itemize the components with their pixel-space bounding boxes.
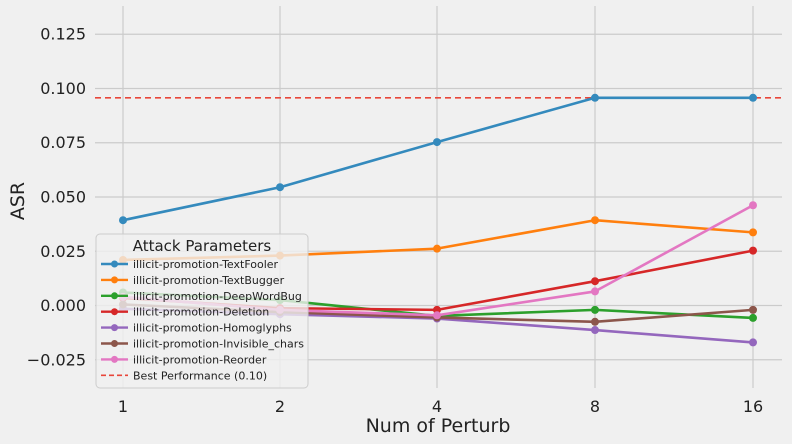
legend-entry-0: illicit-promotion-TextFooler bbox=[101, 258, 279, 271]
x-tick-label-2: 4 bbox=[432, 397, 442, 416]
legend-marker-1 bbox=[111, 276, 118, 284]
series-0-point-4 bbox=[749, 93, 757, 102]
legend-entry-7: Best Performance (0.10) bbox=[101, 369, 267, 382]
legend-title: Attack Parameters bbox=[133, 237, 272, 255]
legend: Attack Parameters illicit-promotion-Text… bbox=[95, 233, 309, 389]
x-tick-label-0: 1 bbox=[118, 397, 128, 416]
legend-label-3: illicit-promotion-Deletion bbox=[133, 306, 269, 319]
legend-marker-0 bbox=[111, 260, 118, 268]
series-line-0 bbox=[122, 96, 753, 222]
series-5-point-3 bbox=[591, 317, 599, 326]
series-0-point-0 bbox=[119, 216, 127, 225]
y-tick-label-5: 0.100 bbox=[40, 79, 86, 98]
series-6-point-3 bbox=[591, 287, 599, 296]
series-1-point-3 bbox=[591, 216, 599, 225]
x-axis-label: Num of Perturb bbox=[366, 415, 511, 437]
legend-entry-4: illicit-promotion-Homoglyphs bbox=[101, 322, 292, 335]
legend-entry-1: illicit-promotion-TextBugger bbox=[101, 274, 285, 287]
x-tick-label-3: 8 bbox=[590, 397, 600, 416]
series-5-point-4 bbox=[749, 305, 757, 314]
legend-label-5: illicit-promotion-Invisible_chars bbox=[133, 338, 304, 351]
y-axis-label: ASR bbox=[7, 182, 29, 220]
series-0-point-3 bbox=[591, 93, 599, 102]
legend-entry-5: illicit-promotion-Invisible_chars bbox=[101, 338, 304, 351]
legend-marker-3 bbox=[111, 308, 118, 316]
series-2-point-3 bbox=[591, 305, 599, 314]
legend-label-1: illicit-promotion-TextBugger bbox=[133, 274, 285, 287]
series-2-point-4 bbox=[749, 313, 757, 322]
series-3-point-4 bbox=[749, 246, 757, 255]
series-0-point-2 bbox=[433, 138, 441, 147]
series-0-point-1 bbox=[276, 183, 284, 192]
series-4-point-4 bbox=[749, 338, 757, 347]
y-tick-label-4: 0.075 bbox=[40, 133, 86, 152]
series-6-point-4 bbox=[749, 201, 757, 210]
legend-entry-3: illicit-promotion-Deletion bbox=[101, 306, 269, 319]
y-tick-label-2: 0.025 bbox=[40, 242, 86, 261]
x-tick-labels: 1 2 4 8 16 bbox=[118, 397, 763, 416]
y-tick-label-3: 0.050 bbox=[40, 188, 86, 207]
legend-entry-6: illicit-promotion-Reorder bbox=[101, 353, 267, 366]
series-0 bbox=[119, 93, 757, 225]
legend-marker-5 bbox=[111, 340, 118, 347]
legend-label-0: illicit-promotion-TextFooler bbox=[133, 258, 279, 271]
legend-label-4: illicit-promotion-Homoglyphs bbox=[133, 322, 292, 335]
legend-entry-2: illicit-promotion-DeepWordBug bbox=[101, 290, 302, 303]
x-tick-label-1: 2 bbox=[275, 397, 285, 416]
series-6-point-2 bbox=[433, 311, 441, 320]
legend-entries: illicit-promotion-TextFooler illicit-prom… bbox=[101, 258, 304, 382]
legend-marker-6 bbox=[111, 355, 118, 363]
legend-marker-2 bbox=[111, 292, 118, 300]
series-4-point-3 bbox=[591, 326, 599, 335]
y-tick-labels: −0.025 0.000 0.025 0.050 0.075 0.100 0.125 bbox=[27, 25, 86, 370]
series-1-point-4 bbox=[749, 228, 757, 237]
legend-label-2: illicit-promotion-DeepWordBug bbox=[133, 290, 302, 303]
series-1-point-2 bbox=[433, 244, 441, 253]
y-tick-label-6: 0.125 bbox=[40, 25, 86, 44]
legend-label-6: illicit-promotion-Reorder bbox=[133, 353, 267, 366]
x-tick-label-4: 16 bbox=[743, 397, 763, 416]
legend-box bbox=[95, 233, 309, 389]
series-3-point-3 bbox=[591, 277, 599, 286]
legend-marker-4 bbox=[111, 324, 118, 332]
y-tick-label-0: −0.025 bbox=[27, 350, 86, 369]
y-tick-label-1: 0.000 bbox=[40, 296, 86, 315]
legend-label-7: Best Performance (0.10) bbox=[133, 369, 267, 382]
